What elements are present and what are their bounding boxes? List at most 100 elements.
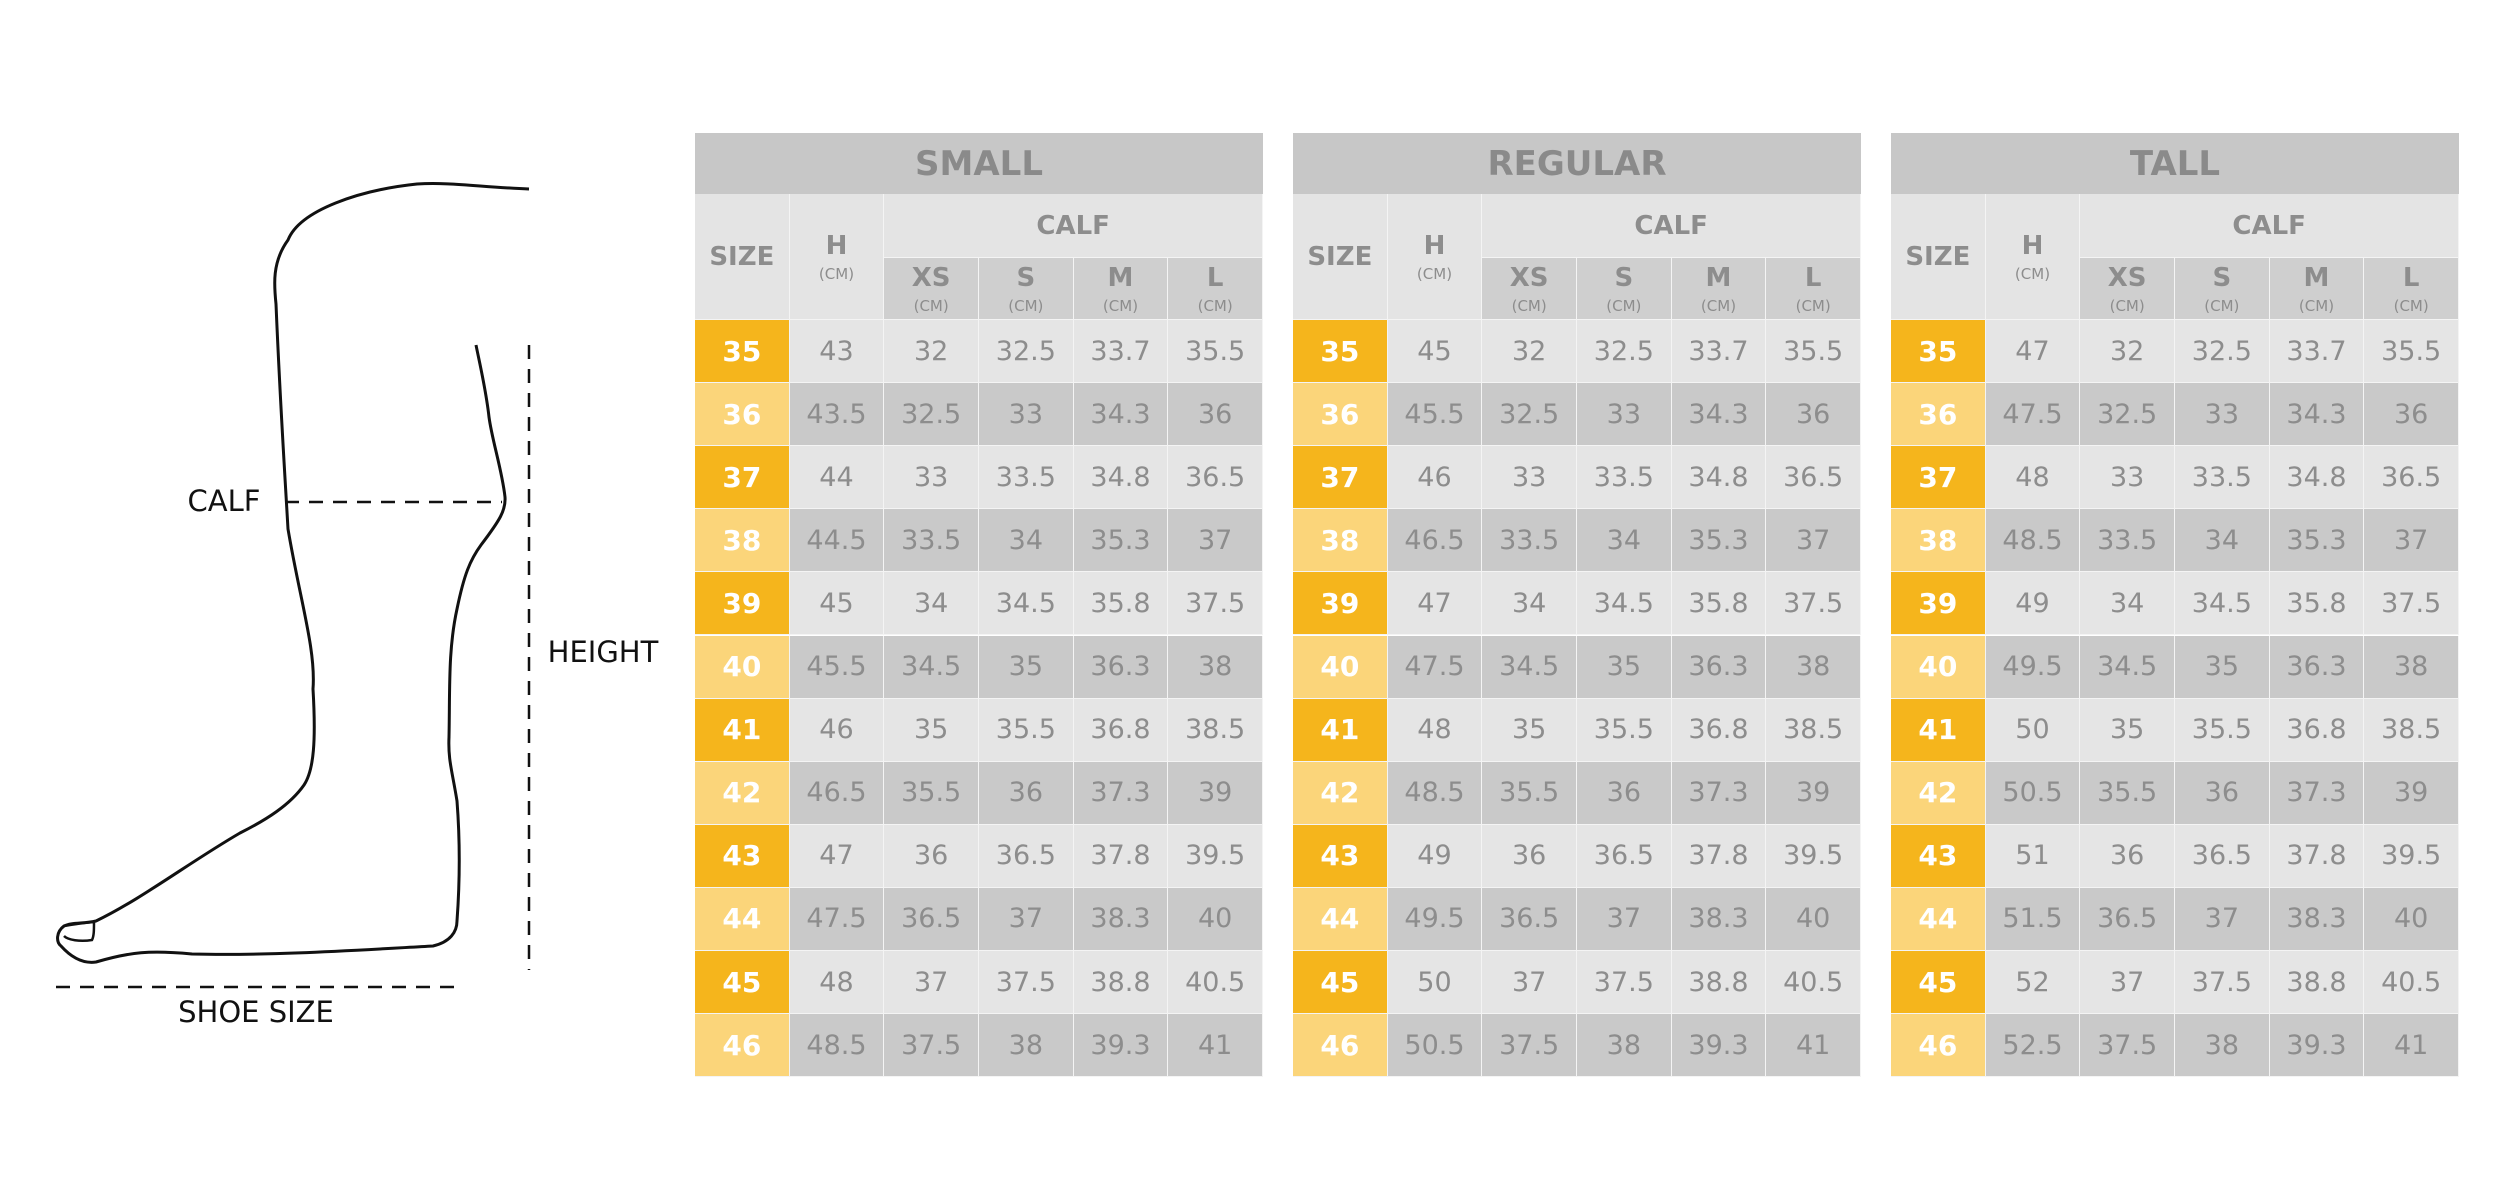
size-cell: 38 xyxy=(695,509,790,573)
cell-text: 38.5 xyxy=(2381,714,2442,746)
value-cell: 36 xyxy=(979,761,1074,825)
cell-text: 34.8 xyxy=(1090,461,1151,493)
cell-text: 39.5 xyxy=(1185,840,1246,872)
size-cell: 39 xyxy=(1891,572,1986,636)
value-cell: 35.5 xyxy=(979,698,1074,762)
value-cell: 49.5 xyxy=(1387,887,1483,951)
unit: (CM) xyxy=(1102,296,1139,315)
calf-size-header: L (CM) xyxy=(1168,258,1263,320)
cell-text: 33.5 xyxy=(1499,524,1560,556)
value-cell: 34.5 xyxy=(1482,635,1577,699)
size-cell: 35 xyxy=(695,320,790,384)
size-cell: 45 xyxy=(1293,951,1388,1015)
cell-text: 49.5 xyxy=(1404,903,1465,935)
value-cell: 38.8 xyxy=(1073,951,1169,1015)
value-cell: 38.8 xyxy=(1671,951,1767,1015)
cell-text: 37 xyxy=(2393,524,2429,556)
cell-text: 32.5 xyxy=(2191,335,2252,367)
size-cell: 44 xyxy=(1891,887,1986,951)
cell-text: 35 xyxy=(1320,334,1360,368)
cell-text: 40.5 xyxy=(2381,966,2442,998)
value-cell: 38 xyxy=(1766,635,1861,699)
value-cell: 37.8 xyxy=(1073,824,1169,888)
value-cell: 38 xyxy=(979,1014,1074,1078)
h-header: H (CM) xyxy=(1985,194,2081,320)
h-header: H (CM) xyxy=(789,194,885,320)
cell-text: 51 xyxy=(2015,840,2050,872)
cell-text: 39 xyxy=(1320,586,1360,620)
cell-text: 51.5 xyxy=(2002,903,2063,935)
cell-text: 32.5 xyxy=(2097,398,2158,430)
cell-text: 44 xyxy=(1918,902,1958,936)
cell-text: 43.5 xyxy=(806,398,867,430)
cell-text: 44 xyxy=(819,461,854,493)
cell-text: 37.3 xyxy=(2286,777,2347,809)
value-cell: 48.5 xyxy=(1985,509,2081,573)
cell-text: 40 xyxy=(722,650,762,684)
value-cell: 45.5 xyxy=(789,635,885,699)
value-cell: 36.8 xyxy=(2269,698,2365,762)
cell-text: 33.5 xyxy=(995,461,1056,493)
value-cell: 37 xyxy=(1482,951,1577,1015)
value-cell: 33.5 xyxy=(1482,509,1577,573)
cell-text: M xyxy=(2303,262,2330,293)
cell-text: 35 xyxy=(722,334,762,368)
cell-text: 48 xyxy=(2015,461,2050,493)
size-cell: 38 xyxy=(1293,509,1388,573)
value-cell: 39.5 xyxy=(1766,824,1861,888)
cell-text: 35.5 xyxy=(2381,335,2442,367)
value-cell: 45 xyxy=(1387,320,1483,384)
value-cell: 34.5 xyxy=(2175,572,2270,636)
value-cell: 48 xyxy=(1387,698,1483,762)
cell-text: 36 xyxy=(1320,397,1360,431)
calf-header: CALF xyxy=(884,194,1263,258)
cell-text: 36 xyxy=(1918,397,1958,431)
value-cell: 37.3 xyxy=(2269,761,2365,825)
value-cell: 33 xyxy=(979,383,1074,447)
cell-text: S xyxy=(2212,262,2232,293)
cell-text: 36.5 xyxy=(2191,840,2252,872)
unit: (CM) xyxy=(2204,296,2240,315)
cell-text: 33 xyxy=(913,461,949,493)
value-cell: 33.7 xyxy=(1671,320,1767,384)
cell-text: 34 xyxy=(1606,524,1641,556)
value-cell: 34 xyxy=(2175,509,2270,573)
value-cell: 35.5 xyxy=(1577,698,1672,762)
cell-text: 43 xyxy=(1918,839,1958,873)
value-cell: 36 xyxy=(1766,383,1861,447)
value-cell: 32.5 xyxy=(884,383,979,447)
cell-text: 32 xyxy=(2109,335,2145,367)
cell-text: 42 xyxy=(1320,776,1360,810)
size-cell: 37 xyxy=(695,446,790,510)
value-cell: 37.5 xyxy=(1168,572,1263,636)
cell-text: 41 xyxy=(1320,713,1360,747)
size-cell: 42 xyxy=(695,761,790,825)
cell-text: 37 xyxy=(2109,966,2145,998)
value-cell: 37 xyxy=(1168,509,1263,573)
cell-text: S xyxy=(1614,262,1634,293)
value-cell: 35.5 xyxy=(1766,320,1861,384)
value-cell: 38 xyxy=(1577,1014,1672,1078)
size-header: SIZE xyxy=(695,194,790,320)
unit: (CM) xyxy=(1197,296,1233,315)
cell-text: 42 xyxy=(1918,776,1958,810)
value-cell: 37 xyxy=(884,951,979,1015)
value-cell: 34.8 xyxy=(1671,446,1767,510)
cell-text: 40 xyxy=(2393,903,2429,935)
cell-text: 36 xyxy=(913,840,949,872)
cell-text: 36.3 xyxy=(1688,651,1749,683)
cell-text: 44 xyxy=(1320,902,1360,936)
cell-text: 36 xyxy=(2204,777,2239,809)
value-cell: 38.5 xyxy=(1168,698,1263,762)
cell-text: 32.5 xyxy=(995,335,1056,367)
size-cell: 45 xyxy=(1891,951,1986,1015)
cell-text: TALL xyxy=(2129,143,2221,184)
value-cell: 36.8 xyxy=(1073,698,1169,762)
size-cell: 43 xyxy=(1293,824,1388,888)
cell-text: 46 xyxy=(1918,1028,1958,1062)
calf-size-header: S (CM) xyxy=(2175,258,2270,320)
value-cell: 40 xyxy=(2364,887,2459,951)
cell-text: 52.5 xyxy=(2002,1029,2063,1061)
cell-text: 47 xyxy=(1417,587,1452,619)
value-cell: 36.3 xyxy=(1073,635,1169,699)
